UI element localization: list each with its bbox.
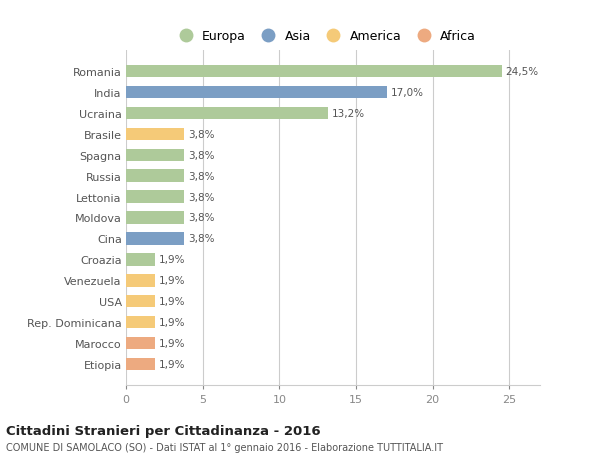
Text: 3,8%: 3,8% — [188, 192, 215, 202]
Text: 13,2%: 13,2% — [332, 109, 365, 119]
Text: 17,0%: 17,0% — [391, 88, 424, 98]
Text: 1,9%: 1,9% — [159, 359, 185, 369]
Bar — [126, 316, 155, 329]
Text: 1,9%: 1,9% — [159, 255, 185, 265]
Text: 3,8%: 3,8% — [188, 234, 215, 244]
Bar — [126, 233, 184, 245]
Bar — [126, 107, 328, 120]
Bar — [126, 66, 502, 78]
Text: COMUNE DI SAMOLACO (SO) - Dati ISTAT al 1° gennaio 2016 - Elaborazione TUTTITALI: COMUNE DI SAMOLACO (SO) - Dati ISTAT al … — [6, 442, 443, 452]
Bar — [126, 358, 155, 370]
Text: 1,9%: 1,9% — [159, 317, 185, 327]
Text: 24,5%: 24,5% — [505, 67, 539, 77]
Text: 1,9%: 1,9% — [159, 297, 185, 307]
Bar — [126, 253, 155, 266]
Bar — [126, 170, 184, 183]
Text: 1,9%: 1,9% — [159, 275, 185, 285]
Bar — [126, 274, 155, 287]
Text: 1,9%: 1,9% — [159, 338, 185, 348]
Text: 3,8%: 3,8% — [188, 213, 215, 223]
Text: 3,8%: 3,8% — [188, 171, 215, 181]
Legend: Europa, Asia, America, Africa: Europa, Asia, America, Africa — [173, 30, 476, 43]
Text: 3,8%: 3,8% — [188, 129, 215, 140]
Bar — [126, 295, 155, 308]
Bar — [126, 191, 184, 203]
Bar — [126, 129, 184, 141]
Bar — [126, 87, 386, 99]
Bar — [126, 337, 155, 349]
Text: Cittadini Stranieri per Cittadinanza - 2016: Cittadini Stranieri per Cittadinanza - 2… — [6, 425, 320, 437]
Text: 3,8%: 3,8% — [188, 151, 215, 161]
Bar — [126, 212, 184, 224]
Bar — [126, 149, 184, 162]
